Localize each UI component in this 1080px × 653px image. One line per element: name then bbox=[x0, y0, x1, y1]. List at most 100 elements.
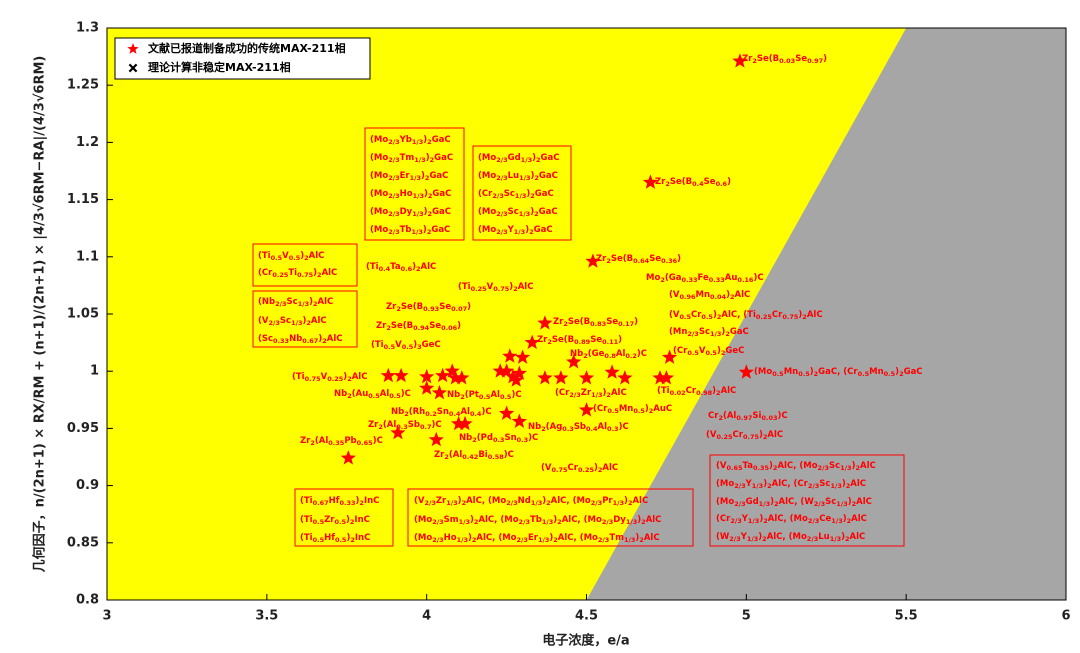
point bbox=[617, 370, 633, 385]
annotation: (Mo2/3Y1/3)2AlC, (Cr2/3Sc1/3)2AlC bbox=[716, 479, 866, 491]
point bbox=[435, 367, 451, 383]
point bbox=[566, 354, 582, 369]
annotation: (Mo2/3Tb1/3)2GaC bbox=[370, 225, 450, 237]
annotation: (Mo2/3Gd1/3)2GaC bbox=[478, 153, 559, 165]
point bbox=[451, 415, 467, 431]
annotation: (V0.65Ta0.35)2AlC, (Mo2/3Sc1/3)2AlC bbox=[716, 461, 876, 473]
annotation: (Cr0.5Mn0.5)2AuC bbox=[593, 404, 672, 416]
y-tick-label: 0.95 bbox=[67, 421, 99, 436]
annotation: Zr2Se(B0.89Se0.11) bbox=[537, 335, 622, 347]
point bbox=[502, 348, 518, 363]
legend-label: 理论计算非稳定MAX-211相 bbox=[148, 60, 291, 74]
point bbox=[340, 450, 356, 465]
annotation: Mo2(Ga0.33Fe0.33Au0.16)C bbox=[646, 273, 764, 285]
annotation: Zr2Se(B0.4Se0.6) bbox=[655, 177, 731, 189]
annotation: (V0.5Cr0.5)2AlC, (Ti0.25Cr0.75)2AlC bbox=[669, 310, 823, 322]
x-tick-label: 4.5 bbox=[575, 609, 598, 624]
annotation: (Ti0.4Ta0.6)2AlC bbox=[366, 262, 436, 274]
point bbox=[428, 431, 444, 447]
y-tick-label: 1.05 bbox=[67, 307, 99, 322]
annotation: Nb2(Ag0.3Sb0.4Al0.3)C bbox=[528, 422, 629, 434]
annotation: (Mo2/3Ho1/3)2GaC bbox=[370, 189, 451, 201]
annotation: Zr2Se(B0.83Se0.17) bbox=[553, 317, 638, 329]
x-tick-label: 3 bbox=[102, 609, 111, 624]
point bbox=[380, 367, 396, 383]
annotation: (Mo2/3Gd1/3)2AlC, (W2/3Sc1/3)2AlC bbox=[716, 497, 872, 509]
annotation: (Mo2/3Ho1/3)2AlC, (Mo2/3Er1/3)2AlC, (Mo2… bbox=[414, 533, 660, 545]
point bbox=[431, 384, 448, 400]
annotation: (Cr0.25Ti0.75)2AlC bbox=[258, 268, 337, 280]
y-tick-label: 1.15 bbox=[67, 192, 99, 207]
annotation: (Cr0.5V0.5)2GeC bbox=[673, 346, 744, 358]
annotation: (Ti0.67Hf0.33)2InC bbox=[300, 496, 379, 508]
x-tick-label: 4 bbox=[422, 609, 431, 624]
y-tick-label: 1.3 bbox=[76, 21, 99, 36]
x-tick-label: 5.5 bbox=[895, 609, 918, 624]
annotation: Nb2(Au0.5Al0.5)C bbox=[334, 389, 411, 401]
legend-marker bbox=[128, 63, 138, 73]
annotation: Nb2(Pd0.3Sn0.3)C bbox=[459, 433, 538, 445]
annotation: (Mn2/3Sc1/3)2GaC bbox=[669, 327, 749, 339]
annotation: Nb2(Ge0.8Al0.2)C bbox=[570, 349, 647, 361]
annotation: (Mo2/3Y1/3)2GaC bbox=[478, 225, 553, 237]
annotation: Cr2(Al0.97Si0.03)C bbox=[708, 411, 788, 423]
point bbox=[454, 370, 470, 385]
point bbox=[499, 405, 515, 420]
x-tick-label: 6 bbox=[1061, 609, 1070, 624]
y-tick-label: 0.9 bbox=[76, 478, 99, 493]
annotation: (Mo2/3Sc1/3)2GaC bbox=[478, 207, 558, 219]
point bbox=[524, 334, 540, 350]
point bbox=[447, 370, 463, 385]
annotation: Zr2Se(B0.03Se0.97) bbox=[742, 54, 827, 66]
point bbox=[553, 370, 569, 385]
annotation: (V0.96Mn0.04)2AlC bbox=[669, 290, 750, 302]
annotation: Zr2(Al0.35Pb0.65)C bbox=[300, 436, 383, 448]
point bbox=[537, 370, 553, 385]
point bbox=[492, 363, 508, 378]
point bbox=[578, 370, 595, 385]
annotation: Zr2Se(B0.64Se0.36) bbox=[596, 254, 681, 266]
annotation-box bbox=[709, 454, 905, 547]
annotation-box bbox=[407, 488, 694, 547]
annotation: (Ti0.5Zr0.5)2InC bbox=[300, 515, 370, 527]
annotation: Zr2(Al0.42Bi0.58)C bbox=[434, 450, 514, 462]
annotation: (V0.75Cr0.25)2AlC bbox=[541, 463, 618, 475]
annotation: (Cr2/3Sc1/3)2GaC bbox=[478, 189, 554, 201]
point bbox=[732, 53, 748, 68]
annotation: Zr2(Al0.3Sb0.7)C bbox=[368, 420, 442, 432]
unstable-region bbox=[586, 28, 1066, 600]
annotation: (Nb2/3Sc1/3)2AlC bbox=[258, 297, 333, 309]
y-tick-label: 0.8 bbox=[76, 593, 99, 608]
annotation-box bbox=[364, 127, 465, 241]
annotation: (Cr2/3Zr1/3)2AlC bbox=[555, 388, 627, 400]
x-axis-label: 电子浓度，e/a bbox=[542, 633, 629, 649]
annotation: (Sc0.33Nb0.67)2AlC bbox=[258, 334, 343, 346]
annotation: (V2/3Zr1/3)2AlC, (Mo2/3Nd1/3)2AlC, (Mo2/… bbox=[414, 496, 648, 508]
point bbox=[457, 415, 473, 431]
point bbox=[511, 365, 527, 380]
point bbox=[585, 253, 601, 268]
annotation: (V0.25Cr0.75)2AlC bbox=[706, 430, 783, 442]
annotation: (Mo2/3Tm1/3)2GaC bbox=[370, 153, 453, 165]
y-tick-label: 1.1 bbox=[76, 249, 99, 264]
annotation: Zr2Se(B0.94Se0.06) bbox=[376, 321, 461, 333]
annotation-box bbox=[472, 145, 572, 241]
point bbox=[662, 349, 678, 364]
annotation: (V2/3Sc1/3)2AlC bbox=[258, 316, 327, 328]
y-tick-label: 1 bbox=[90, 364, 99, 379]
annotation: (Ti0.75V0.25)2AlC bbox=[292, 372, 367, 384]
annotation: (Ti0.02Cr0.98)2AlC bbox=[657, 386, 736, 398]
annotation: (Mo0.5Mn0.5)2GaC, (Cr0.5Mn0.5)2GaC bbox=[754, 367, 923, 379]
point bbox=[393, 367, 409, 383]
annotation: (W2/3Y1/3)2AlC, (Mo2/3Lu1/3)2AlC bbox=[716, 532, 865, 544]
y-tick-label: 0.85 bbox=[67, 535, 99, 550]
y-axis-label: 几何因子，n/(2n+1) × RX/RM + (n+1)/(2n+1) × |… bbox=[32, 56, 48, 573]
point bbox=[390, 425, 406, 440]
point bbox=[658, 370, 674, 385]
legend-marker bbox=[127, 43, 139, 54]
x-tick-label: 5 bbox=[742, 609, 751, 624]
point bbox=[578, 402, 595, 417]
annotation: (Mo2/3Yb1/3)2GaC bbox=[370, 135, 451, 147]
